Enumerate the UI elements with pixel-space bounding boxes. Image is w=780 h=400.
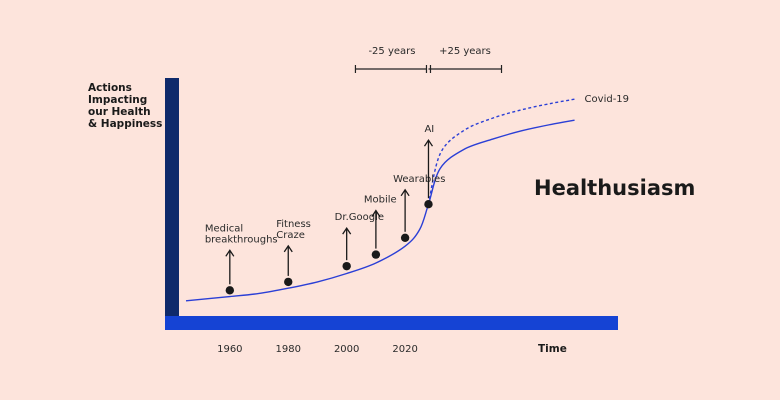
event-arrowhead-medical-breakthroughs — [225, 249, 235, 257]
y-axis-label-line-2: Impacting — [88, 94, 147, 106]
event-label-medical-breakthroughs-0: Medical — [205, 223, 243, 234]
event-ai: AI — [423, 124, 434, 209]
chart-title: Healthusiasm — [534, 176, 695, 200]
event-label-wearables-0: Wearables — [393, 174, 445, 185]
event-label-dr-google-0: Dr.Google — [335, 212, 384, 223]
y-axis-label: Actions Impacting our Health & Happiness — [88, 82, 162, 130]
main-series-line — [185, 119, 575, 302]
event-label-medical-breakthroughs-1: breakthroughs — [205, 234, 278, 245]
event-mobile: Mobile — [364, 195, 397, 259]
y-axis-bar — [165, 78, 179, 330]
event-arrowhead-mobile — [371, 209, 381, 217]
event-label-fitness-craze-0: Fitness — [276, 219, 311, 230]
y-axis-label-line-1: Actions — [88, 82, 132, 94]
event-label-ai-0: AI — [424, 124, 434, 135]
event-arrowhead-wearables — [400, 188, 410, 197]
x-axis-bar — [165, 316, 618, 330]
event-dot-dr-google — [342, 261, 351, 271]
event-dot-mobile — [371, 250, 381, 259]
event-label-fitness-craze-1: Craze — [276, 230, 305, 241]
y-axis-label-line-4: & Happiness — [88, 118, 162, 130]
event-dot-ai — [424, 200, 433, 209]
series-label-covid-19: Covid-19 — [585, 94, 629, 105]
event-dr-google: Dr.Google — [335, 212, 384, 271]
span-label-0: -25 years — [368, 46, 415, 57]
event-dot-medical-breakthroughs — [225, 286, 235, 295]
x-tick-label-1960: 1960 — [217, 344, 242, 355]
event-dot-wearables — [400, 233, 410, 242]
x-tick-label-2020: 2020 — [392, 344, 417, 355]
event-arrowhead-dr-google — [342, 226, 352, 235]
event-wearables: Wearables — [393, 174, 445, 242]
y-axis-label-line-3: our Health — [88, 106, 151, 118]
covid-19-series-line — [427, 98, 575, 205]
x-tick-label-1980: 1980 — [276, 344, 301, 355]
event-arrowhead-fitness-craze — [283, 244, 293, 253]
event-label-mobile-0: Mobile — [364, 195, 397, 206]
x-axis-label: Time — [538, 343, 567, 355]
event-dot-fitness-craze — [284, 277, 293, 287]
span-label-1: +25 years — [439, 46, 491, 57]
event-arrowhead-ai — [423, 139, 434, 147]
x-tick-label-2000: 2000 — [334, 344, 359, 355]
